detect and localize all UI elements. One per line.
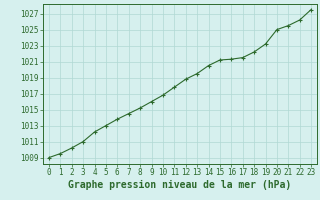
X-axis label: Graphe pression niveau de la mer (hPa): Graphe pression niveau de la mer (hPa)	[68, 180, 292, 190]
